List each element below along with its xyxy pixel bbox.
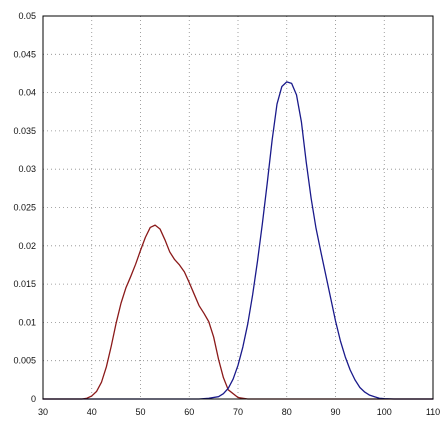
x-tick-label: 70 xyxy=(233,407,243,417)
x-tick-label: 90 xyxy=(330,407,340,417)
y-tick-label: 0 xyxy=(31,394,36,404)
series-layer xyxy=(42,81,434,400)
y-tick-label: 0.03 xyxy=(18,164,36,174)
plot-frame xyxy=(42,15,434,400)
y-tick-label: 0.045 xyxy=(13,49,36,59)
x-tick-label: 60 xyxy=(184,407,194,417)
grid xyxy=(43,16,433,399)
series-line-1 xyxy=(42,224,434,400)
x-tick-label: 40 xyxy=(87,407,97,417)
x-tick-label: 100 xyxy=(377,407,392,417)
y-tick-label: 0.015 xyxy=(13,279,36,289)
x-tick-label: 50 xyxy=(135,407,145,417)
y-tick-label: 0.035 xyxy=(13,126,36,136)
y-tick-label: 0.005 xyxy=(13,356,36,366)
x-tick-label: 80 xyxy=(282,407,292,417)
y-tick-label: 0.02 xyxy=(18,241,36,251)
series-line-2 xyxy=(42,81,434,400)
y-tick-label: 0.05 xyxy=(18,11,36,21)
x-axis-ticks: 30 40 50 60 70 80 90 100 110 xyxy=(38,407,440,417)
y-tick-label: 0.025 xyxy=(13,203,36,213)
y-axis-ticks: 0 0.005 0.01 0.015 0.02 0.025 0.03 0.035 0.04 0.0… xyxy=(13,11,36,404)
y-tick-label: 0.01 xyxy=(18,317,36,327)
x-tick-label: 110 xyxy=(426,407,440,417)
x-tick-label: 30 xyxy=(38,407,48,417)
y-tick-label: 0.04 xyxy=(18,88,36,98)
